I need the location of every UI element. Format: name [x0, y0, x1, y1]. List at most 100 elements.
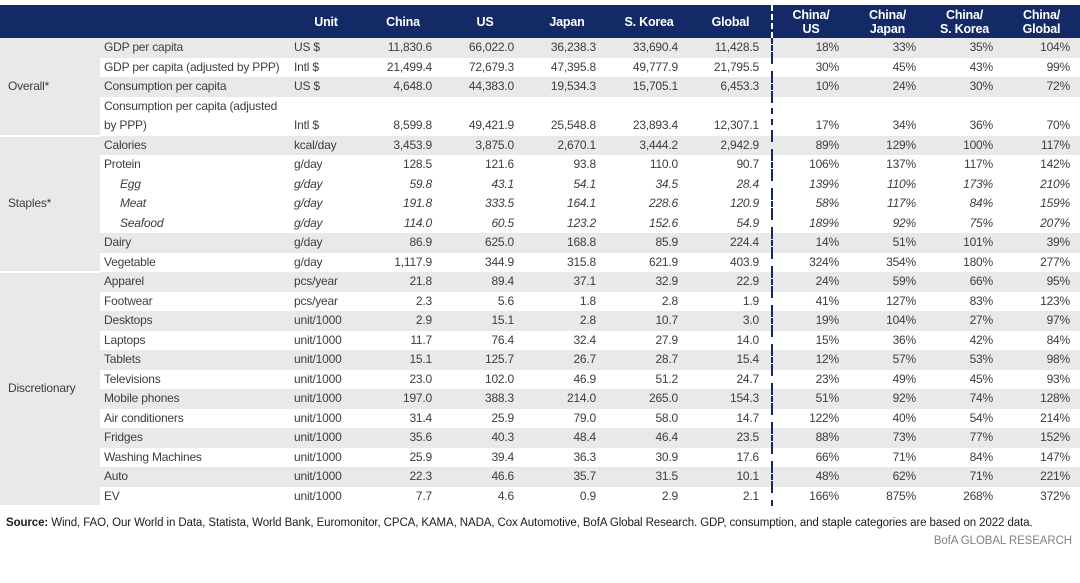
- value-japan: 47,395.8: [550, 59, 596, 74]
- value-global: 14.0: [736, 332, 759, 347]
- value-japan: 36.3: [573, 449, 596, 464]
- unit-cell: pcs/year: [290, 272, 362, 292]
- ratio-china-us: 89%: [771, 135, 849, 155]
- ratio-china-us: 166%: [771, 486, 849, 506]
- row-label: Desktops: [100, 311, 290, 331]
- ratio-china-japan: 40%: [892, 410, 917, 425]
- ratio-china-skorea: 53%: [926, 350, 1003, 370]
- ratio-china-skorea: 35%: [926, 38, 1003, 58]
- row-label: Calories: [100, 135, 290, 155]
- value-china: 23.0: [409, 371, 432, 386]
- unit-cell: unit/1000: [294, 332, 342, 347]
- ratio-china-japan: 92%: [849, 389, 926, 409]
- header-global: Global: [690, 5, 772, 38]
- ratio-china-us: 139%: [771, 174, 849, 194]
- ratio-china-global: 159%: [1040, 196, 1070, 210]
- header-china-skorea-ratio: China/ S. Korea: [926, 5, 1003, 38]
- ratio-china-us: 48%: [771, 467, 849, 487]
- source-label: Source:: [6, 517, 49, 529]
- ratio-china-skorea: 101%: [926, 233, 1003, 253]
- value-global: 2.1: [742, 488, 759, 503]
- value-china: 128.5: [402, 157, 432, 171]
- table-row: Washing Machines unit/1000 25.9 39.4 36.3 30.…: [0, 447, 1080, 467]
- value-japan: 26.7: [526, 350, 608, 370]
- value-us: 102.0: [484, 371, 514, 386]
- value-us: 60.5: [491, 215, 514, 230]
- value-skorea: 27.9: [655, 332, 678, 347]
- ratio-china-global: 277%: [1040, 254, 1070, 269]
- ratio-china-global: 93%: [1046, 371, 1071, 386]
- row-label: Fridges: [100, 428, 290, 448]
- ratio-china-japan: 34%: [892, 118, 917, 132]
- table-row: Desktops unit/1000 2.9 15.1 2.8 10.7 3.0 19% 104…: [0, 311, 1080, 331]
- value-china: 197.0: [362, 389, 444, 409]
- ratio-china-skorea: 36%: [969, 118, 994, 132]
- table-row: Air conditioners unit/1000 31.4 25.9 79.0 58.…: [0, 408, 1080, 428]
- source-note: Source: Wind, FAO, Our World in Data, St…: [6, 517, 1074, 529]
- value-skorea: 51.2: [655, 371, 678, 386]
- ratio-china-global: 372%: [1040, 488, 1070, 503]
- header-japan: Japan: [526, 5, 608, 38]
- ratio-china-skorea: 54%: [969, 410, 994, 425]
- value-global: 3.0: [690, 311, 772, 331]
- value-china: 7.7: [415, 488, 432, 503]
- ratio-china-japan: 104%: [849, 311, 926, 331]
- ratio-china-skorea: 84%: [969, 449, 994, 464]
- ratio-china-us: 324%: [771, 252, 849, 272]
- value-us: 344.9: [484, 254, 514, 269]
- table-row: Staples* Calories kcal/day 3,453.9 3,875.0 2,…: [0, 135, 1080, 273]
- ratio-china-japan: 24%: [849, 77, 926, 97]
- unit-cell: unit/1000: [290, 350, 362, 370]
- unit-cell: g/day: [294, 176, 323, 191]
- table-row: Seafood g/day 114.0 60.5 123.2 152.6 54.9 189% 9…: [0, 213, 1080, 233]
- header-row: Unit China US Japan S. Korea Global Chin…: [0, 5, 1080, 38]
- value-japan: 32.4: [573, 332, 596, 347]
- value-skorea: 15,705.1: [608, 77, 690, 97]
- unit-cell: unit/1000: [290, 467, 362, 487]
- row-label: GDP per capita (adjusted by PPP): [104, 59, 280, 74]
- value-skorea: 265.0: [608, 389, 690, 409]
- header-unit: Unit: [290, 5, 362, 38]
- value-china: 2.3: [415, 293, 432, 308]
- table-header: Unit China US Japan S. Korea Global Chin…: [0, 5, 1080, 38]
- value-japan: 36,238.3: [526, 38, 608, 58]
- value-global: 120.9: [729, 196, 759, 210]
- value-global: 21,795.5: [713, 59, 759, 74]
- value-japan: 1.8: [579, 293, 596, 308]
- ratio-china-skorea: 66%: [926, 272, 1003, 292]
- row-label: Tablets: [100, 350, 290, 370]
- value-skorea: 10.7: [608, 311, 690, 331]
- value-china: 191.8: [402, 196, 432, 210]
- ratio-china-japan: 33%: [849, 38, 926, 58]
- ratio-china-japan: 57%: [849, 350, 926, 370]
- row-label: Footwear: [104, 293, 153, 308]
- unit-cell: pcs/year: [294, 293, 338, 308]
- value-japan: 37.1: [526, 272, 608, 292]
- value-global: 6,453.3: [690, 77, 772, 97]
- value-skorea: 110.0: [649, 157, 678, 171]
- table-row: GDP per capita (adjusted by PPP) Intl $ 21…: [0, 57, 1080, 77]
- ratio-china-us: 189%: [771, 213, 849, 233]
- ratio-china-us: 51%: [771, 389, 849, 409]
- header-china-us-ratio: China/ US: [771, 5, 849, 38]
- ratio-china-japan: 59%: [849, 272, 926, 292]
- value-us: 25.9: [491, 410, 514, 425]
- unit-cell: unit/1000: [294, 410, 342, 425]
- value-china: 11,830.6: [362, 38, 444, 58]
- row-label: Auto: [100, 467, 290, 487]
- ratio-china-skorea: 77%: [926, 428, 1003, 448]
- value-us: 44,383.0: [444, 77, 526, 97]
- ratio-china-global: 210%: [1040, 176, 1070, 191]
- section-label: Staples*: [0, 135, 100, 273]
- ratio-china-japan: 127%: [886, 293, 916, 308]
- unit-cell: Intl $: [294, 118, 319, 132]
- ratio-china-global: 128%: [1003, 389, 1080, 409]
- value-china: 8,599.8: [393, 118, 432, 132]
- value-skorea: 30.9: [655, 449, 678, 464]
- value-skorea: 49,777.9: [632, 59, 678, 74]
- ratio-china-global: 39%: [1003, 233, 1080, 253]
- value-us: 125.7: [444, 350, 526, 370]
- table-body: Overall* GDP per capita US $11,830.6 66,022…: [0, 38, 1080, 507]
- unit-cell: unit/1000: [290, 311, 362, 331]
- value-us: 66,022.0: [444, 38, 526, 58]
